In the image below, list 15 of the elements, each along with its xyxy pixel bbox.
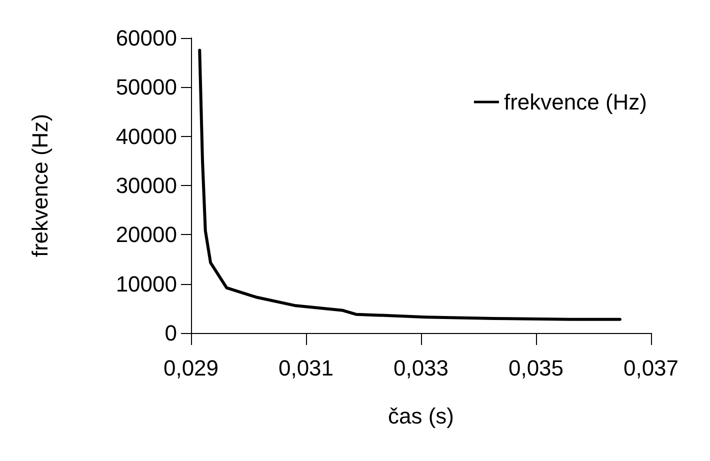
legend-label: frekvence (Hz): [504, 90, 648, 114]
x-tick-label: 0,031: [278, 356, 334, 380]
y-tick-label: 10000: [116, 271, 177, 296]
y-tick-label: 50000: [116, 74, 177, 100]
y-tick-label: 60000: [116, 26, 177, 50]
x-tick-label: 0,029: [163, 356, 219, 380]
y-tick-label: 20000: [116, 222, 177, 248]
x-tick-label: 0,037: [623, 356, 679, 380]
y-tick-label: 0: [164, 320, 177, 346]
y-tick-label: 40000: [116, 124, 177, 149]
y-axis-title: frekvence (Hz): [28, 114, 52, 258]
x-axis-title: čas (s): [388, 404, 454, 428]
y-tick-label: 30000: [116, 173, 177, 198]
x-tick-label: 0,033: [393, 356, 449, 380]
x-tick-label: 0,035: [508, 356, 564, 380]
